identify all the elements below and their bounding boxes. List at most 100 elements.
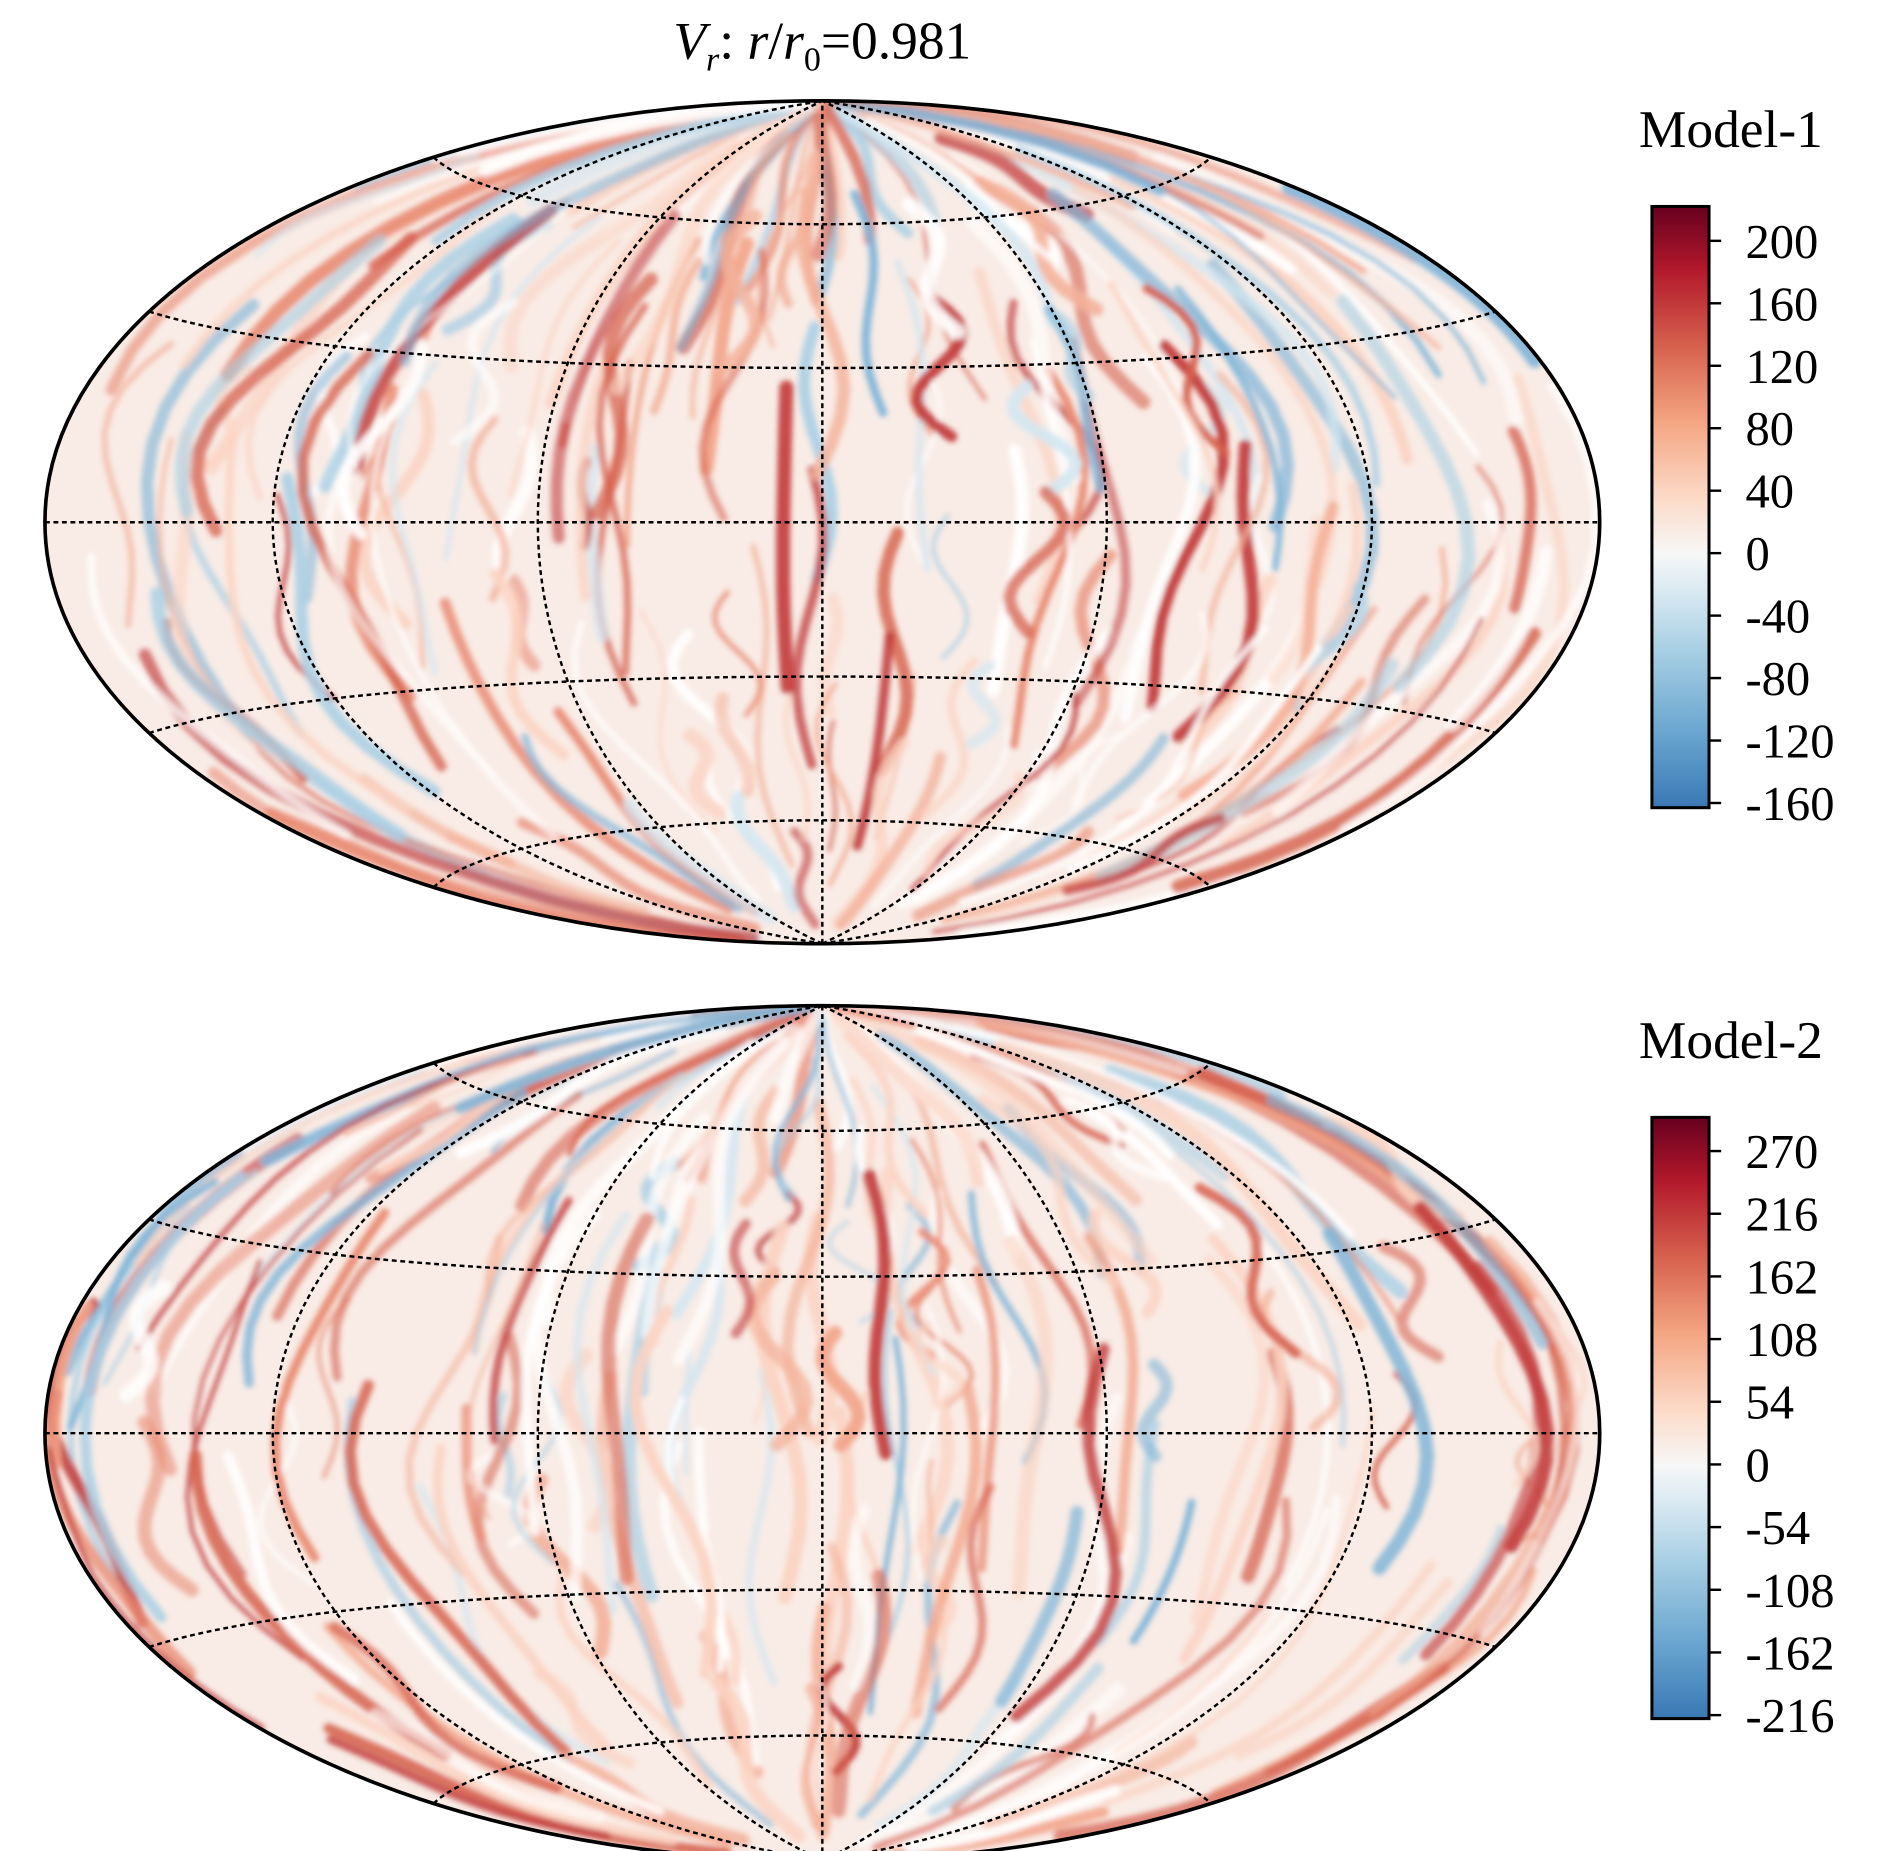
- field-streak: [281, 472, 441, 798]
- field-streak: [682, 1349, 693, 1476]
- colorbar-tick-label: -160: [1745, 777, 1834, 831]
- title-part: r: [783, 10, 804, 70]
- field-streak: [1414, 1201, 1554, 1553]
- field-streak: [830, 1005, 1094, 1103]
- field-streak: [972, 1265, 1001, 1573]
- colorbar-tick-label: -162: [1745, 1626, 1834, 1680]
- field-streak: [449, 297, 519, 447]
- field-streak: [1107, 171, 1414, 465]
- field-streak: [835, 751, 946, 931]
- parallel: [148, 1588, 1496, 1649]
- colorbar-tick-label: 40: [1745, 465, 1794, 519]
- field-streak: [1136, 1358, 1173, 1463]
- meridian: [536, 99, 823, 945]
- field-streak: [969, 136, 1341, 474]
- field-streak: [683, 728, 727, 820]
- title-part: =0.981: [821, 10, 971, 70]
- field-streak: [730, 790, 801, 913]
- field-streak: [323, 1621, 734, 1848]
- field-streak: [871, 1496, 1292, 1851]
- field-streak: [865, 117, 1055, 263]
- field-streak: [791, 465, 828, 770]
- field-streak: [1107, 280, 1221, 573]
- field-streak: [849, 1076, 889, 1250]
- field-streak: [637, 608, 719, 834]
- field-streak: [909, 1320, 967, 1410]
- field-streak: [539, 1038, 759, 1326]
- field-streak: [1377, 1241, 1444, 1363]
- field-streak: [472, 1071, 686, 1355]
- field-streak: [521, 1267, 559, 1537]
- field-streak: [772, 1008, 824, 1203]
- field-streak: [769, 1005, 827, 1125]
- field-streak: [1093, 1418, 1161, 1647]
- colorbar-tick-label: 162: [1745, 1250, 1818, 1304]
- field-streak: [817, 1661, 861, 1776]
- field-streak: [1281, 180, 1543, 368]
- field-streak: [254, 152, 480, 258]
- field-streak: [910, 1303, 946, 1581]
- field-streak: [934, 1483, 995, 1714]
- field-streak: [982, 1735, 1198, 1833]
- colorbar-tick-label: 216: [1745, 1188, 1818, 1242]
- field-streak: [714, 692, 755, 797]
- field-streak: [815, 681, 855, 887]
- field-streak: [145, 1100, 442, 1477]
- field-streak: [909, 691, 1079, 893]
- field-streak: [921, 657, 979, 819]
- model-label: Model-2: [1639, 1010, 1823, 1070]
- field-streak: [1190, 1255, 1271, 1626]
- field-streak: [810, 1680, 829, 1813]
- colorbar-tick-label: 0: [1745, 527, 1769, 581]
- title-part: /: [768, 10, 783, 70]
- field-streak: [257, 1389, 316, 1586]
- field-streak: [826, 719, 838, 853]
- colorbar-tick-label: 80: [1745, 402, 1794, 456]
- field-streak: [824, 1005, 1157, 1267]
- colorbar-tick-label: 120: [1745, 340, 1818, 394]
- field-streak: [831, 1005, 1355, 1240]
- field-streak: [712, 589, 764, 718]
- field-streak: [329, 1089, 583, 1382]
- field-streak: [174, 233, 387, 518]
- colorbar-tick-label: -54: [1745, 1501, 1810, 1555]
- field-streak: [709, 1675, 806, 1843]
- figure-title: Vr: r/r0=0.981: [673, 10, 971, 78]
- colorbar-tick-label: 160: [1745, 277, 1818, 331]
- field-streak: [1087, 1208, 1163, 1319]
- field-streak: [140, 298, 260, 741]
- field-streak: [931, 616, 1484, 934]
- colorbar-tick-label: 200: [1745, 215, 1818, 269]
- field-streak: [344, 1379, 571, 1757]
- field-streak: [244, 203, 500, 501]
- field-streak: [1129, 1498, 1196, 1645]
- field-streak: [843, 1032, 929, 1218]
- field-streak: [673, 1025, 804, 1366]
- meridian: [821, 99, 1109, 945]
- field-streak: [581, 443, 610, 643]
- field-streak: [795, 152, 851, 481]
- field-streak: [995, 1505, 1084, 1708]
- field-streak: [337, 339, 428, 540]
- colorbar-tick-label: 0: [1745, 1438, 1769, 1492]
- field-streak: [135, 1050, 538, 1351]
- colorbar-tick-label: -80: [1745, 652, 1810, 706]
- field-streak: [315, 1691, 677, 1846]
- colorbar-tick-label: 108: [1745, 1313, 1818, 1367]
- colorbar-tick-label: 54: [1745, 1376, 1794, 1430]
- parallel: [432, 1062, 1212, 1133]
- field-streak: [555, 1572, 714, 1790]
- field-streak: [1027, 1408, 1376, 1810]
- field-streak: [694, 1427, 730, 1659]
- field-streak: [388, 359, 440, 676]
- field-streak: [222, 1450, 360, 1685]
- field-streak: [323, 1723, 732, 1851]
- field-streak: [472, 1332, 540, 1619]
- field-streak: [966, 215, 1083, 485]
- field-streak: [324, 443, 560, 842]
- colorbar: [1650, 204, 1711, 810]
- field-streak: [79, 1171, 247, 1623]
- field-streak: [1271, 498, 1507, 817]
- field-streak: [887, 1682, 1125, 1844]
